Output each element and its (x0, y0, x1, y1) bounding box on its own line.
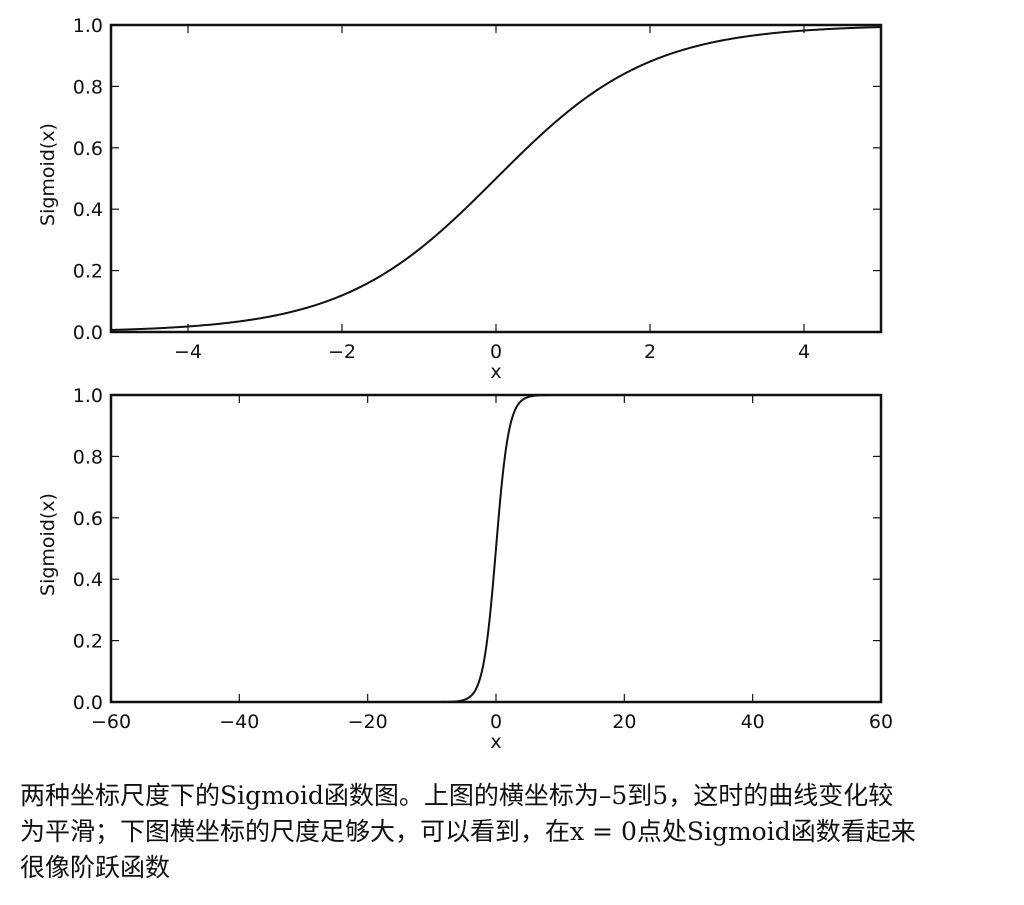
x-tick-label: −60 (91, 711, 131, 733)
caption-line-3: 很像阶跃函数 (20, 853, 171, 882)
y-tick-label: 0.2 (73, 631, 103, 653)
x-tick-label: 0 (490, 341, 502, 363)
caption-line-2: 为平滑；下图横坐标的尺度足够大，可以看到，在x = 0点处Sigmoid函数看起… (20, 817, 916, 846)
x-tick-label: −20 (348, 711, 388, 733)
x-tick-label: 0 (490, 711, 502, 733)
y-tick-label: 1.0 (73, 15, 103, 37)
y-tick-label: 1.0 (73, 385, 103, 407)
x-axis-label: x (490, 731, 501, 753)
y-axis-label: Sigmoid(x) (37, 493, 59, 596)
y-axis-label: Sigmoid(x) (37, 123, 59, 226)
x-tick-label: 20 (612, 711, 636, 733)
figure-caption: 两种坐标尺度下的Sigmoid函数图。上图的横坐标为–5到5，这时的曲线变化较 … (20, 778, 1010, 886)
x-tick-label: −2 (328, 341, 356, 363)
x-tick-label: 60 (869, 711, 893, 733)
top-chart: −4 −2 0 2 4 0.0 0.2 0.4 0.6 0.8 1.0 x Sigmoid(x) (0, 0, 1024, 390)
y-tick-label: 0.8 (73, 76, 103, 98)
y-tick-label: 0.4 (73, 569, 103, 591)
y-tick-label: 0.2 (73, 261, 103, 283)
x-tick-label: 40 (741, 711, 765, 733)
sigmoid-curve (111, 394, 881, 703)
y-tick-label: 0.4 (73, 199, 103, 221)
y-tick-label: 0.6 (73, 138, 103, 160)
sigmoid-curve (110, 26, 882, 331)
bottom-chart: −60 −40 −20 0 20 40 60 0.0 0.2 0.4 0.6 0.8 1.0 x Sigmo… (0, 370, 1024, 770)
x-tick-label: −4 (174, 341, 202, 363)
x-tick-label: 2 (644, 341, 656, 363)
top-chart-svg: −4 −2 0 2 4 0.0 0.2 0.4 0.6 0.8 1.0 x Sigmoid(x) (37, 15, 883, 383)
bottom-chart-svg: −60 −40 −20 0 20 40 60 0.0 0.2 0.4 0.6 0.8 1.0 x Sigmo… (37, 385, 893, 753)
caption-line-1: 两种坐标尺度下的Sigmoid函数图。上图的横坐标为–5到5，这时的曲线变化较 (20, 781, 894, 810)
x-axis-label: x (490, 361, 501, 383)
y-tick-label: 0.0 (73, 322, 103, 344)
y-tick-label: 0.8 (73, 446, 103, 468)
x-tick-label: 4 (798, 341, 810, 363)
y-tick-label: 0.6 (73, 508, 103, 530)
x-tick-label: −40 (219, 711, 259, 733)
y-tick-label: 0.0 (73, 692, 103, 714)
